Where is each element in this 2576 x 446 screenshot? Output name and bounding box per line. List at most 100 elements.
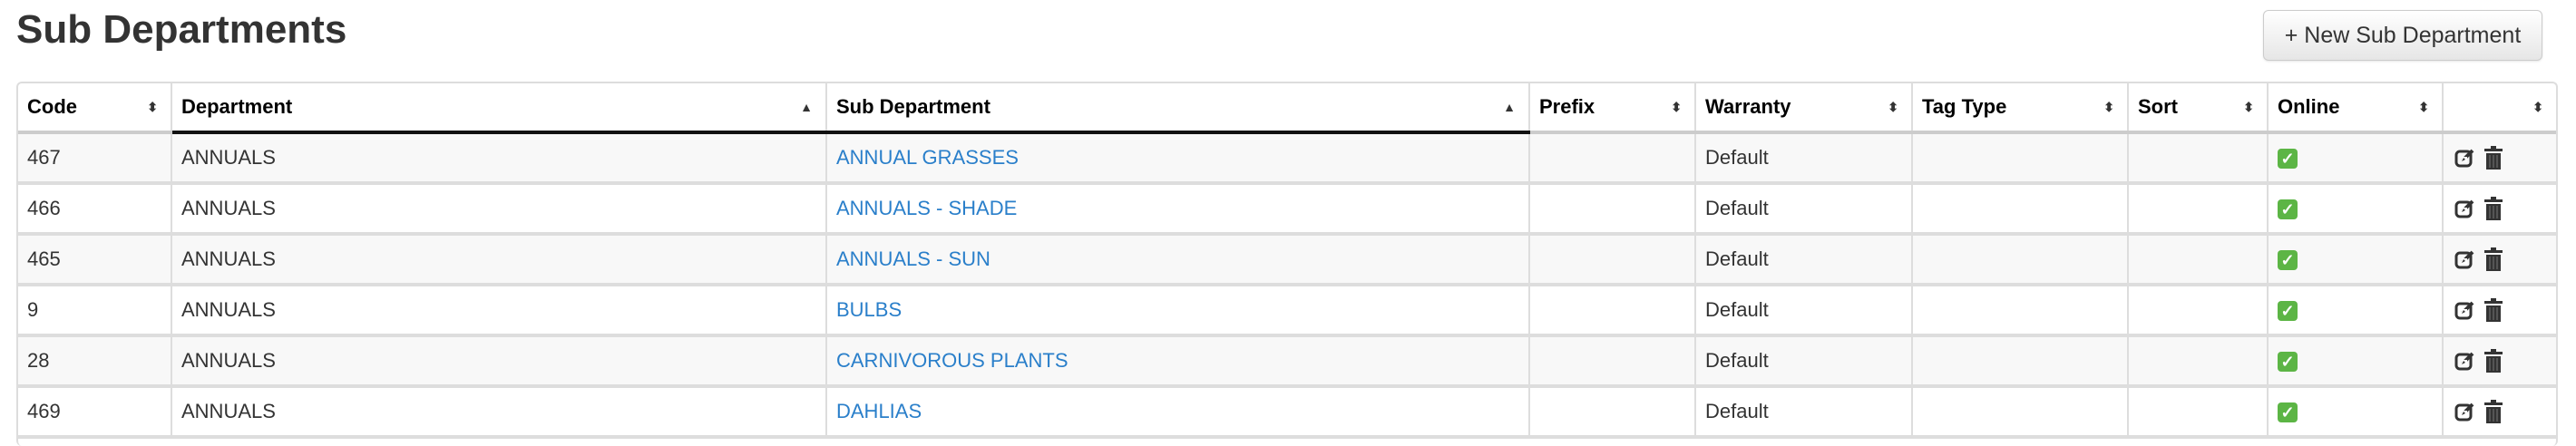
online-cell: ✓ [2267,183,2443,236]
sort-icon[interactable]: ⬍ [147,100,158,114]
sort-cell [2127,234,2268,286]
prefix-cell [1528,386,1695,439]
prefix-cell [1528,234,1695,286]
table-row: 465 ANNUALS ANNUALS - SUN Default ✓ [18,234,2556,286]
edit-icon[interactable] [2454,401,2476,422]
sort-icon[interactable]: ⬍ [2103,100,2114,114]
page-title: Sub Departments [16,7,347,52]
column-header-prefix[interactable]: Prefix ⬍ [1528,83,1695,134]
table-row: 466 ANNUALS ANNUALS - SHADE Default ✓ [18,183,2556,236]
edit-icon[interactable] [2454,147,2476,169]
sub-department-cell: DAHLIAS [825,386,1529,439]
actions-cell [2442,132,2556,185]
column-header-code[interactable]: Code ⬍ [18,83,171,134]
sub-department-cell: ANNUALS - SHADE [825,183,1529,236]
warranty-cell: Default [1694,234,1912,286]
sub-department-link[interactable]: DAHLIAS [836,400,922,422]
department-cell: ANNUALS [171,234,826,286]
warranty-cell: Default [1694,132,1912,185]
sort-icon[interactable]: ⬍ [2418,100,2429,114]
sub-department-cell: ANNUAL GRASSES [825,132,1529,185]
actions-cell [2442,183,2556,236]
trash-icon[interactable] [2483,247,2503,271]
tag-type-cell [1911,183,2128,236]
sort-icon[interactable]: ⬍ [1888,100,1898,114]
trash-icon[interactable] [2483,400,2503,423]
warranty-cell: Default [1694,285,1912,337]
department-cell: ANNUALS [171,386,826,439]
code-cell: 465 [18,234,171,286]
sort-icon[interactable]: ⬍ [1671,100,1682,114]
edit-icon[interactable] [2454,350,2476,372]
actions-cell [2442,285,2556,337]
sub-department-cell: ANNUALS - SUN [825,234,1529,286]
column-label: Online [2278,95,2340,118]
column-label: Code [27,95,77,118]
sub-department-link[interactable]: ANNUAL GRASSES [836,146,1019,169]
sub-department-link[interactable]: ANNUALS - SHADE [836,197,1018,219]
sort-ascending-icon[interactable]: ▲ [800,100,813,114]
column-header-sort[interactable]: Sort ⬍ [2127,83,2268,134]
sub-department-link[interactable]: BULBS [836,298,903,321]
column-header-sub-department[interactable]: Sub Department ▲ [825,83,1529,134]
warranty-cell: Default [1694,386,1912,439]
actions-cell [2442,234,2556,286]
tag-type-cell [1911,234,2128,286]
column-label: Sort [2138,95,2178,118]
column-label: Department [181,95,293,118]
code-cell: 9 [18,285,171,337]
sort-cell [2127,335,2268,388]
department-cell: ANNUALS [171,285,826,337]
code-cell: 469 [18,386,171,439]
sort-cell [2127,285,2268,337]
trash-icon[interactable] [2483,146,2503,170]
sub-department-link[interactable]: CARNIVOROUS PLANTS [836,349,1068,372]
trash-icon[interactable] [2483,298,2503,322]
column-label: Prefix [1539,95,1595,118]
tag-type-cell [1911,335,2128,388]
column-label: Tag Type [1922,95,2007,118]
check-icon: ✓ [2278,301,2298,321]
edit-icon[interactable] [2454,198,2476,219]
prefix-cell [1528,183,1695,236]
column-header-online[interactable]: Online ⬍ [2267,83,2443,134]
check-icon: ✓ [2278,402,2298,422]
edit-icon[interactable] [2454,248,2476,270]
trash-icon[interactable] [2483,349,2503,373]
actions-cell [2442,386,2556,439]
table-row: 9 ANNUALS BULBS Default ✓ [18,285,2556,337]
trash-icon[interactable] [2483,197,2503,220]
check-icon: ✓ [2278,149,2298,169]
online-cell: ✓ [2267,132,2443,185]
column-label: Warranty [1705,95,1791,118]
table-row: 28 ANNUALS CARNIVOROUS PLANTS Default ✓ [18,335,2556,388]
sub-department-link[interactable]: ANNUALS - SUN [836,247,990,270]
column-header-department[interactable]: Department ▲ [171,83,826,134]
table-row: 467 ANNUALS ANNUAL GRASSES Default ✓ [18,132,2556,185]
warranty-cell: Default [1694,335,1912,388]
tag-type-cell [1911,285,2128,337]
code-cell: 28 [18,335,171,388]
sub-departments-table: Code ⬍ Department ▲ Sub Department ▲ Prefix ⬍ Wa… [16,82,2558,446]
column-header-warranty[interactable]: Warranty ⬍ [1694,83,1912,134]
edit-icon[interactable] [2454,299,2476,321]
new-sub-department-button[interactable]: + New Sub Department [2263,10,2542,61]
department-cell: ANNUALS [171,183,826,236]
sort-cell [2127,386,2268,439]
sub-department-cell: BULBS [825,285,1529,337]
column-header-actions[interactable]: ⬍ [2442,83,2556,134]
warranty-cell: Default [1694,183,1912,236]
tag-type-cell [1911,386,2128,439]
column-label: Sub Department [836,95,990,118]
sort-cell [2127,183,2268,236]
column-header-tag-type[interactable]: Tag Type ⬍ [1911,83,2128,134]
online-cell: ✓ [2267,335,2443,388]
department-cell: ANNUALS [171,335,826,388]
online-cell: ✓ [2267,285,2443,337]
sort-ascending-icon[interactable]: ▲ [1503,100,1516,114]
prefix-cell [1528,335,1695,388]
sort-icon[interactable]: ⬍ [2532,100,2543,114]
department-cell: ANNUALS [171,132,826,185]
check-icon: ✓ [2278,352,2298,372]
sort-icon[interactable]: ⬍ [2243,100,2254,114]
